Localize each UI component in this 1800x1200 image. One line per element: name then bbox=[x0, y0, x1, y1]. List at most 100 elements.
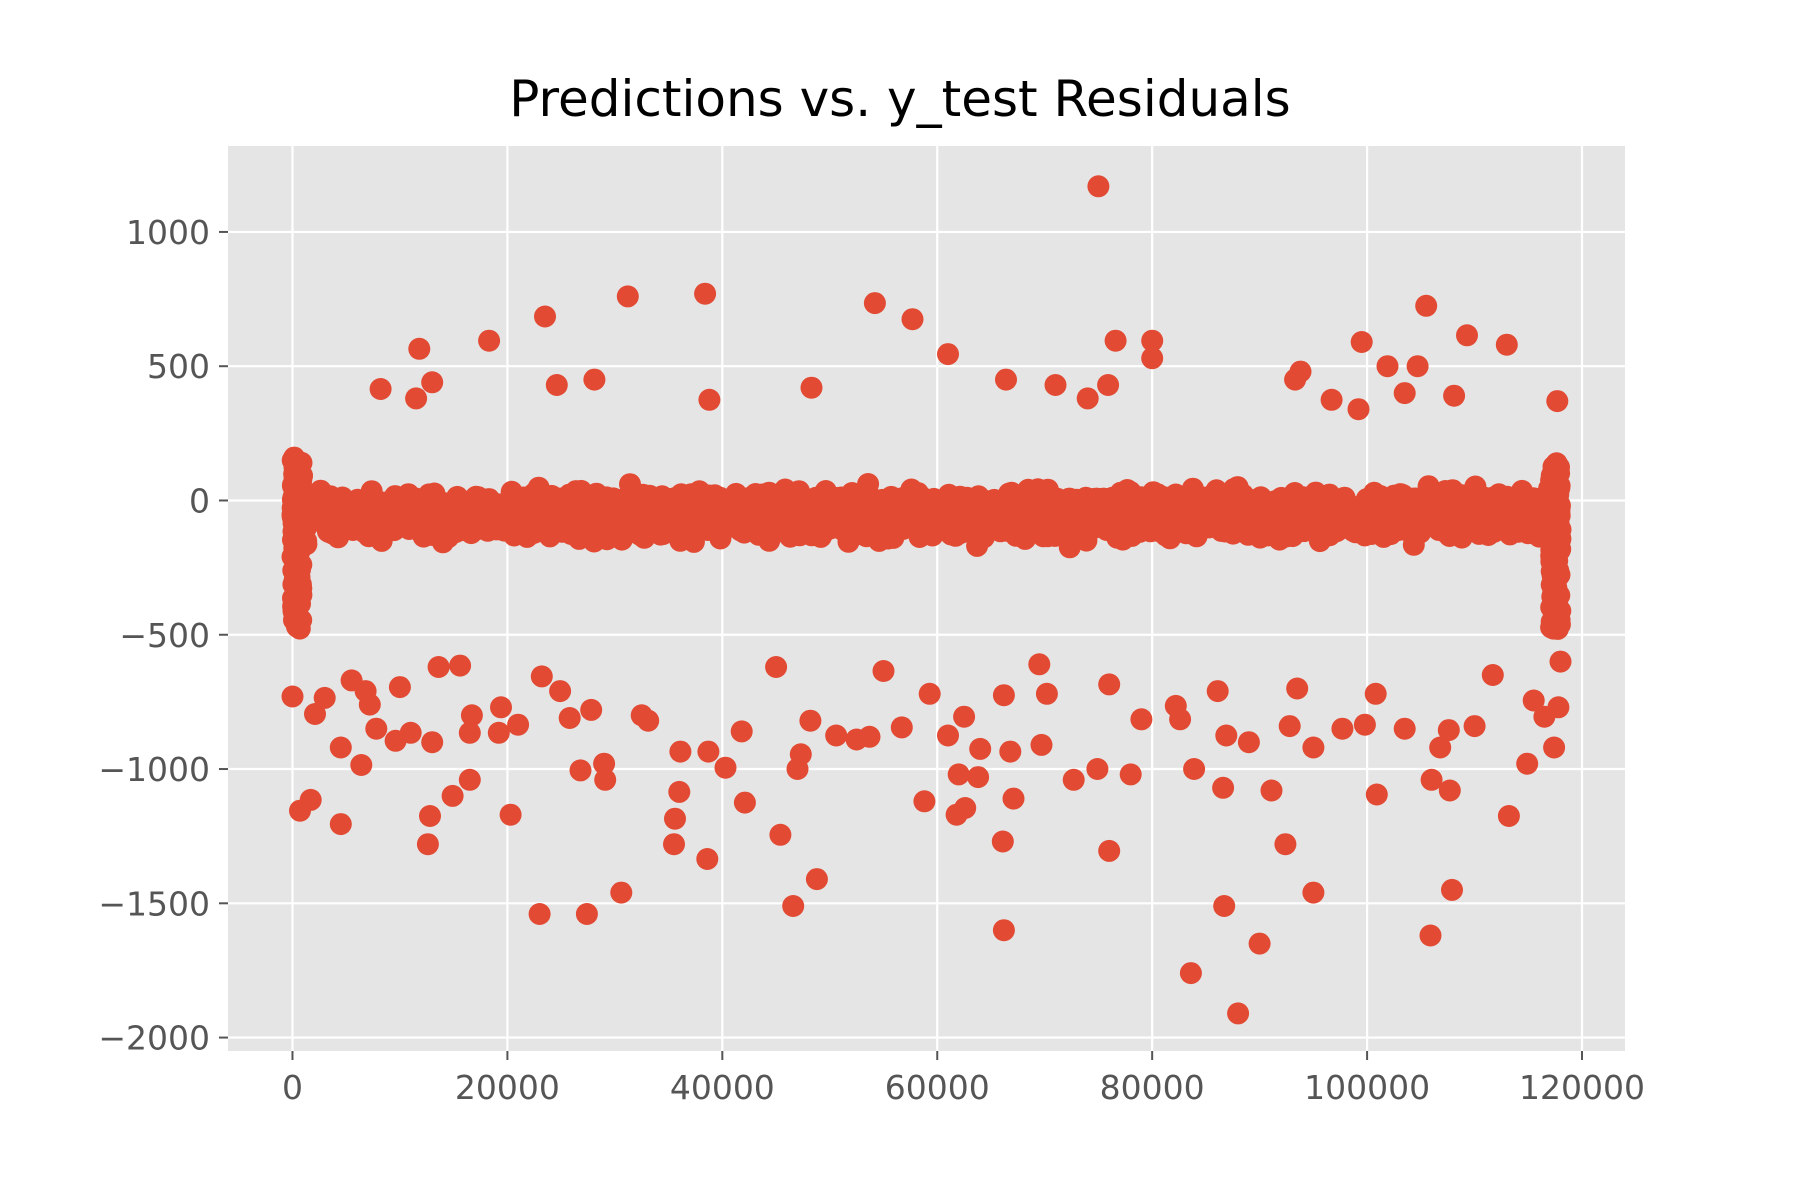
data-point bbox=[421, 371, 444, 394]
data-point bbox=[545, 374, 568, 396]
data-point bbox=[458, 768, 481, 791]
data-point bbox=[593, 752, 616, 775]
data-point bbox=[1487, 483, 1510, 506]
y-tick-label: 500 bbox=[147, 347, 210, 386]
data-point bbox=[1547, 696, 1570, 719]
data-point bbox=[281, 496, 304, 519]
data-point bbox=[663, 833, 685, 856]
data-point bbox=[733, 791, 756, 814]
data-point bbox=[991, 830, 1014, 853]
data-point bbox=[968, 501, 990, 524]
data-point bbox=[939, 492, 962, 515]
data-point bbox=[1540, 596, 1563, 619]
data-point bbox=[1215, 724, 1238, 747]
data-point bbox=[872, 660, 895, 682]
x-tick-label: 20000 bbox=[455, 1068, 560, 1107]
data-point bbox=[1302, 736, 1325, 759]
data-point bbox=[1497, 805, 1520, 827]
data-point bbox=[441, 784, 464, 807]
data-point bbox=[918, 682, 941, 705]
data-point bbox=[1546, 390, 1569, 413]
data-point bbox=[677, 506, 700, 529]
data-point bbox=[350, 754, 373, 776]
data-point bbox=[1522, 689, 1545, 712]
data-point bbox=[701, 502, 723, 525]
data-point bbox=[1087, 175, 1110, 198]
data-point bbox=[1438, 779, 1461, 802]
data-point bbox=[596, 528, 618, 551]
data-point bbox=[287, 578, 310, 601]
data-point bbox=[1227, 1002, 1250, 1025]
data-point bbox=[913, 790, 936, 813]
data-point bbox=[399, 721, 422, 744]
data-point bbox=[1030, 733, 1053, 756]
data-point bbox=[405, 387, 428, 410]
x-tick-label: 40000 bbox=[670, 1068, 775, 1107]
data-point bbox=[863, 292, 886, 315]
data-point bbox=[412, 521, 435, 544]
data-point bbox=[967, 766, 990, 789]
data-point bbox=[682, 530, 705, 553]
data-point bbox=[452, 499, 475, 522]
data-point bbox=[1086, 758, 1109, 780]
data-point bbox=[1154, 494, 1177, 517]
y-tick-label: 1000 bbox=[126, 213, 210, 252]
data-point bbox=[1044, 374, 1067, 396]
data-point bbox=[630, 704, 653, 727]
data-point bbox=[1085, 487, 1108, 510]
data-point bbox=[1549, 650, 1572, 673]
data-point bbox=[825, 724, 848, 747]
data-point bbox=[1035, 682, 1058, 705]
data-point bbox=[969, 737, 992, 760]
data-point bbox=[1190, 498, 1213, 521]
data-point bbox=[401, 505, 424, 528]
data-point bbox=[1237, 731, 1260, 754]
data-point bbox=[594, 768, 617, 791]
data-point bbox=[698, 388, 721, 411]
data-point bbox=[365, 717, 388, 740]
data-point bbox=[1320, 486, 1343, 509]
x-tick-label: 80000 bbox=[1100, 1068, 1205, 1107]
data-point bbox=[360, 480, 383, 503]
data-point bbox=[388, 676, 411, 699]
data-point bbox=[992, 919, 1015, 942]
x-tick-label: 100000 bbox=[1304, 1068, 1430, 1107]
data-point bbox=[1540, 544, 1563, 567]
data-point bbox=[1119, 508, 1142, 531]
data-point bbox=[1076, 387, 1099, 410]
data-point bbox=[569, 759, 592, 782]
data-point bbox=[875, 518, 898, 540]
data-point bbox=[1284, 368, 1307, 391]
data-point bbox=[515, 490, 538, 513]
data-point bbox=[730, 720, 753, 743]
data-point bbox=[1320, 388, 1343, 411]
data-point bbox=[782, 895, 805, 917]
data-point bbox=[1389, 483, 1412, 506]
data-point bbox=[992, 684, 1015, 707]
data-point bbox=[858, 725, 881, 748]
data-point bbox=[1456, 324, 1478, 347]
data-point bbox=[329, 736, 352, 759]
data-point bbox=[1543, 736, 1566, 759]
data-point bbox=[1548, 462, 1571, 485]
data-point bbox=[575, 903, 598, 925]
data-point bbox=[1393, 717, 1416, 740]
chart-title: Predictions vs. y_test Residuals bbox=[509, 70, 1290, 128]
data-point bbox=[1028, 653, 1051, 676]
data-point bbox=[366, 506, 389, 528]
data-point bbox=[1278, 715, 1301, 738]
data-point bbox=[1548, 613, 1571, 636]
data-point bbox=[954, 797, 977, 819]
data-point bbox=[937, 343, 959, 366]
data-point bbox=[1119, 763, 1142, 786]
data-point bbox=[999, 740, 1022, 763]
data-point bbox=[1365, 783, 1388, 806]
data-point bbox=[1274, 833, 1297, 856]
data-point bbox=[714, 756, 737, 779]
data-point bbox=[1540, 490, 1562, 513]
data-point bbox=[1547, 527, 1569, 550]
data-point bbox=[1347, 398, 1370, 421]
data-point bbox=[490, 696, 512, 719]
data-point bbox=[1364, 682, 1387, 705]
data-point bbox=[694, 282, 717, 305]
